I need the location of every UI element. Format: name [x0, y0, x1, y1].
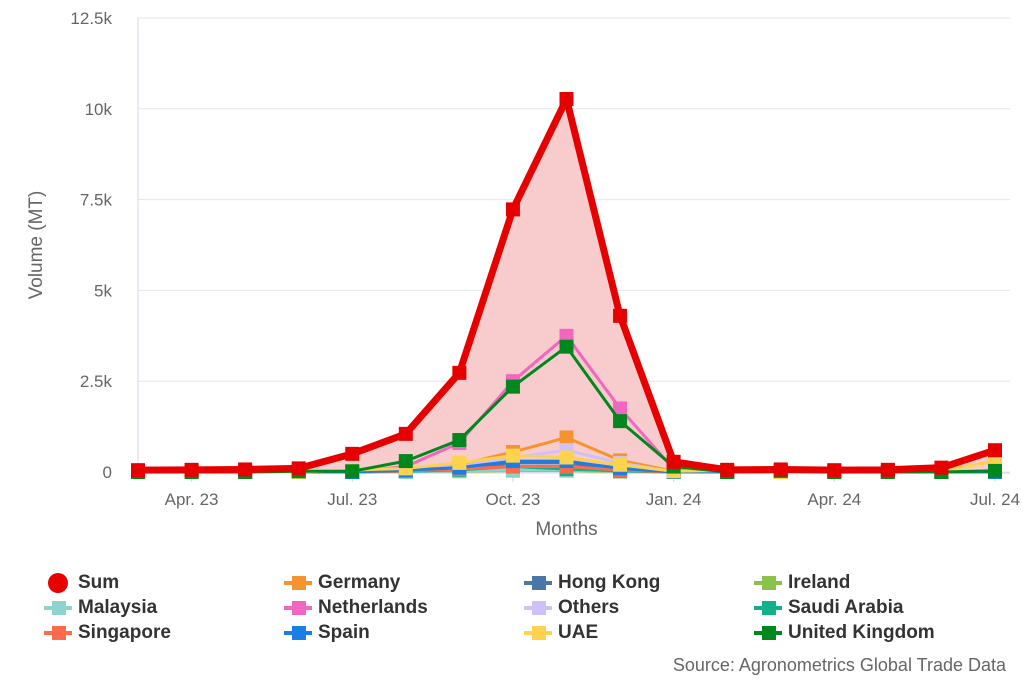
data-point	[398, 454, 413, 469]
sum-area	[138, 98, 995, 473]
data-point	[666, 454, 681, 469]
data-point	[345, 446, 360, 461]
legend-item-hong-kong[interactable]: Hong Kong	[520, 572, 750, 594]
legend-item-saudi-arabia[interactable]: Saudi Arabia	[750, 597, 990, 619]
legend-item-spain[interactable]: Spain	[280, 622, 520, 644]
legend-symbol	[40, 572, 72, 594]
data-point	[184, 462, 199, 477]
data-point	[559, 339, 574, 354]
data-point	[988, 463, 1002, 478]
legend-label: Malaysia	[78, 597, 158, 618]
legend-label: Spain	[318, 622, 370, 643]
legend-symbol	[40, 597, 72, 619]
data-point	[613, 414, 628, 429]
data-point	[613, 457, 628, 472]
y-axis-title: Volume (MT)	[26, 191, 47, 300]
legend-label: UAE	[558, 622, 599, 643]
data-point	[559, 430, 574, 445]
data-point	[880, 462, 895, 477]
y-tick-label: 2.5k	[80, 372, 113, 391]
data-point	[827, 463, 842, 478]
data-point	[291, 461, 306, 476]
legend-item-uae[interactable]: UAE	[520, 622, 750, 644]
legend-symbol	[750, 597, 782, 619]
data-point	[452, 365, 467, 380]
legend: Sum Germany Hong Kong Ireland Malaysia Nether…	[40, 572, 1000, 644]
series-sum	[131, 91, 1002, 478]
data-point	[452, 433, 467, 448]
x-tick-label: Apr. 23	[165, 490, 219, 509]
legend-item-malaysia[interactable]: Malaysia	[40, 597, 280, 619]
x-tick-label: Jul. 24	[970, 490, 1020, 509]
legend-item-singapore[interactable]: Singapore	[40, 622, 280, 644]
x-tick-label: Jul. 23	[327, 490, 377, 509]
y-tick-label: 12.5k	[70, 9, 112, 28]
legend-symbol	[280, 622, 312, 644]
legend-symbol	[280, 597, 312, 619]
data-point	[559, 91, 574, 106]
legend-label: Singapore	[78, 622, 171, 643]
legend-symbol	[520, 597, 552, 619]
data-point	[720, 462, 735, 477]
data-point	[238, 462, 253, 477]
data-point	[934, 460, 949, 475]
legend-label: Ireland	[788, 572, 851, 593]
legend-symbol	[280, 572, 312, 594]
data-point	[131, 463, 145, 478]
legend-symbol	[520, 622, 552, 644]
legend-symbol	[520, 572, 552, 594]
legend-label: United Kingdom	[788, 622, 935, 643]
legend-item-united-kingdom[interactable]: United Kingdom	[750, 622, 990, 644]
legend-label: Sum	[78, 572, 120, 593]
x-tick-label: Jan. 24	[646, 490, 702, 509]
legend-item-ireland[interactable]: Ireland	[750, 572, 990, 594]
data-point	[559, 328, 574, 343]
x-tick-label: Apr. 24	[807, 490, 861, 509]
y-tick-label: 10k	[85, 100, 113, 119]
legend-label: Hong Kong	[558, 572, 661, 593]
y-tick-label: 5k	[94, 281, 112, 300]
legend-symbol	[750, 572, 782, 594]
legend-symbol	[40, 622, 72, 644]
data-point	[613, 401, 628, 416]
data-point	[345, 464, 360, 479]
data-point	[613, 308, 628, 323]
data-point	[505, 379, 520, 394]
data-point	[398, 426, 413, 441]
data-point	[505, 202, 520, 217]
data-point	[452, 455, 467, 470]
data-point	[505, 448, 520, 463]
legend-label: Netherlands	[318, 597, 428, 618]
y-tick-label: 7.5k	[80, 191, 113, 210]
y-tick-label: 0	[103, 463, 112, 482]
x-tick-label: Oct. 23	[486, 490, 541, 509]
legend-item-netherlands[interactable]: Netherlands	[280, 597, 520, 619]
source-credit: Source: Agronometrics Global Trade Data	[672, 655, 1006, 675]
legend-label: Saudi Arabia	[788, 597, 904, 618]
data-point	[988, 443, 1002, 458]
data-point	[773, 462, 788, 477]
legend-label: Others	[558, 597, 620, 618]
data-point	[559, 450, 574, 465]
legend-item-sum[interactable]: Sum	[40, 572, 280, 594]
legend-symbol	[750, 622, 782, 644]
legend-item-others[interactable]: Others	[520, 597, 750, 619]
legend-item-germany[interactable]: Germany	[280, 572, 520, 594]
legend-label: Germany	[318, 572, 401, 593]
x-axis-title: Months	[535, 519, 597, 540]
